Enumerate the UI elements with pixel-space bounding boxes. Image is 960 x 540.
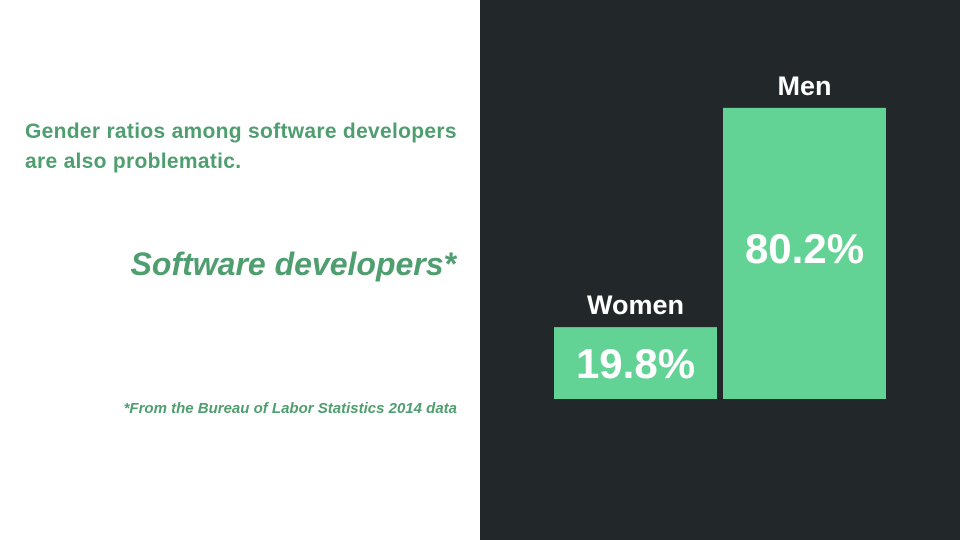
chart-panel: Women 19.8% Men 80.2% (480, 0, 960, 540)
bar-women (554, 327, 717, 399)
chart-subtitle: Software developers* (130, 246, 456, 282)
category-label-men: Men (778, 71, 832, 101)
source-footnote: *From the Bureau of Labor Statistics 201… (123, 400, 457, 417)
bar-men (723, 107, 886, 400)
headline: Gender ratios among software developers … (25, 120, 457, 173)
chart-background (480, 0, 960, 540)
value-label-women: 19.8% (576, 340, 695, 387)
text-panel: Gender ratios among software developers … (25, 120, 457, 417)
value-label-men: 80.2% (745, 225, 864, 272)
category-label-women: Women (587, 290, 684, 320)
bar-chart: Women 19.8% Men 80.2% (480, 0, 960, 540)
